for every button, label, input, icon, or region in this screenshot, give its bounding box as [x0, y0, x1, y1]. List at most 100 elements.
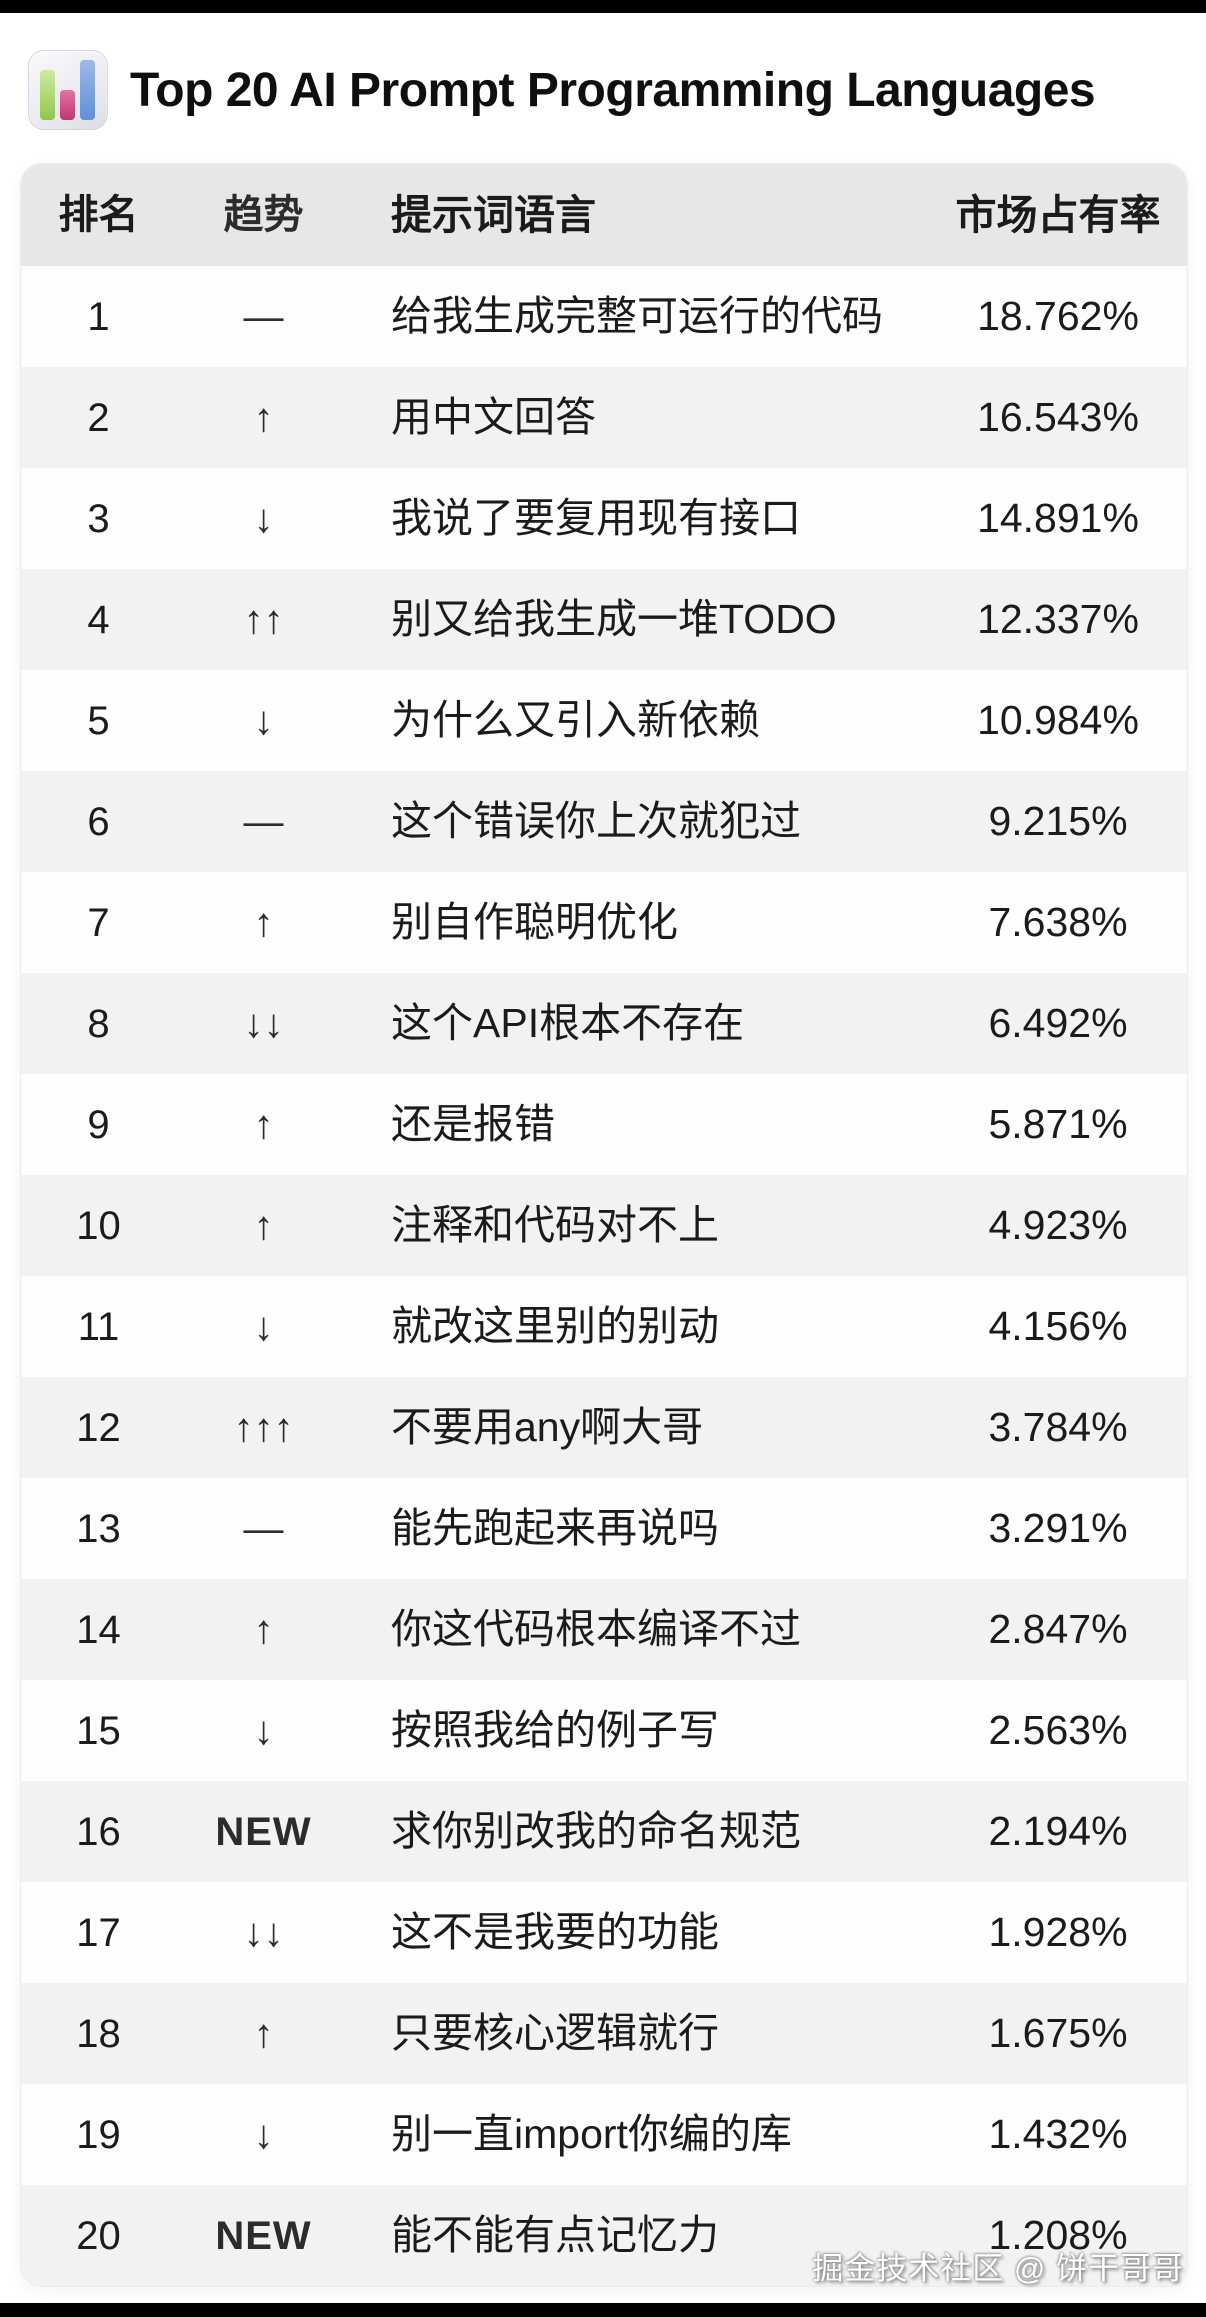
language-cell: 只要核心逻辑就行 — [391, 2010, 719, 2056]
share-cell: 4.156% — [988, 1303, 1128, 1349]
bottom-black-bar — [0, 2303, 1206, 2317]
rank-cell: 1 — [87, 294, 110, 339]
share-cell: 6.492% — [988, 1000, 1128, 1046]
rank-cell: 17 — [76, 1910, 121, 1955]
icon-bar-green — [40, 70, 55, 120]
share-cell: 2.847% — [988, 1606, 1128, 1652]
rank-cell: 7 — [87, 900, 110, 945]
bar-chart-icon — [28, 50, 108, 130]
table-row: 2 ↑ 用中文回答 16.543% — [21, 367, 1187, 468]
language-cell: 就改这里别的别动 — [391, 1303, 719, 1349]
share-cell: 1.928% — [988, 1909, 1128, 1955]
table-row: 11 ↓ 就改这里别的别动 4.156% — [21, 1276, 1187, 1377]
trend-cell: ↓ — [253, 2112, 274, 2157]
rank-cell: 10 — [76, 1203, 121, 1248]
trend-cell: ↓ — [253, 698, 274, 743]
table-row: 14 ↑ 你这代码根本编译不过 2.847% — [21, 1579, 1187, 1680]
trend-cell: NEW — [215, 2213, 312, 2258]
trend-cell: ↓ — [253, 496, 274, 541]
language-cell: 还是报错 — [391, 1101, 555, 1147]
language-cell: 用中文回答 — [391, 394, 596, 440]
trend-cell: — — [243, 294, 284, 339]
language-cell: 这个错误你上次就犯过 — [391, 798, 801, 844]
trend-cell: ↑↑↑ — [233, 1405, 294, 1450]
table-row: 8 ↓↓ 这个API根本不存在 6.492% — [21, 973, 1187, 1074]
table-row: 5 ↓ 为什么又引入新依赖 10.984% — [21, 670, 1187, 771]
share-cell: 1.208% — [988, 2212, 1128, 2258]
rank-cell: 16 — [76, 1809, 121, 1854]
trend-cell: ↓ — [253, 1304, 274, 1349]
table-row: 16 NEW 求你别改我的命名规范 2.194% — [21, 1781, 1187, 1882]
table-row: 18 ↑ 只要核心逻辑就行 1.675% — [21, 1983, 1187, 2084]
rank-cell: 5 — [87, 698, 110, 743]
top-black-bar — [0, 0, 1206, 13]
rank-cell: 18 — [76, 2011, 121, 2056]
icon-bar-blue — [80, 60, 95, 120]
share-cell: 3.291% — [988, 1505, 1128, 1551]
language-cell: 能不能有点记忆力 — [391, 2212, 719, 2258]
trend-cell: ↑ — [253, 2011, 274, 2056]
trend-cell: ↑ — [253, 900, 274, 945]
share-cell: 9.215% — [988, 798, 1128, 844]
share-cell: 3.784% — [988, 1404, 1128, 1450]
share-cell: 18.762% — [977, 293, 1139, 339]
rank-cell: 9 — [87, 1102, 110, 1147]
language-cell: 为什么又引入新依赖 — [391, 697, 760, 743]
share-cell: 2.194% — [988, 1808, 1128, 1854]
icon-bar-red — [60, 90, 75, 120]
rank-cell: 4 — [87, 597, 110, 642]
column-header-share: 市场占有率 — [955, 191, 1161, 238]
watermark: 掘金技术社区 @ 饼干哥哥 — [812, 2251, 1184, 2286]
trend-cell: NEW — [215, 1809, 312, 1854]
table-row: 3 ↓ 我说了要复用现有接口 14.891% — [21, 468, 1187, 569]
column-header-rank: 排名 — [58, 193, 139, 237]
rank-cell: 3 — [87, 496, 110, 541]
trend-cell: — — [243, 1506, 284, 1551]
table-row: 10 ↑ 注释和代码对不上 4.923% — [21, 1175, 1187, 1276]
language-cell: 我说了要复用现有接口 — [391, 495, 801, 541]
table-row: 4 ↑↑ 别又给我生成一堆TODO 12.337% — [21, 569, 1187, 670]
share-cell: 16.543% — [977, 394, 1139, 440]
trend-cell: ↓↓ — [243, 1001, 284, 1046]
table-row: 15 ↓ 按照我给的例子写 2.563% — [21, 1680, 1187, 1781]
language-cell: 你这代码根本编译不过 — [391, 1606, 801, 1652]
rank-cell: 14 — [76, 1607, 121, 1652]
language-cell: 别又给我生成一堆TODO — [391, 596, 837, 642]
column-header-language: 提示词语言 — [391, 191, 596, 238]
language-cell: 按照我给的例子写 — [391, 1707, 719, 1753]
share-cell: 7.638% — [988, 899, 1128, 945]
rank-cell: 8 — [87, 1001, 110, 1046]
rank-cell: 19 — [76, 2112, 121, 2157]
language-cell: 这不是我要的功能 — [391, 1909, 719, 1955]
language-cell: 这个API根本不存在 — [391, 1000, 745, 1046]
trend-cell: ↓ — [253, 1708, 274, 1753]
table-body: 1 — 给我生成完整可运行的代码 18.762% 2 ↑ 用中文回答 16.54… — [21, 266, 1187, 2286]
rank-cell: 15 — [76, 1708, 121, 1753]
rank-cell: 11 — [77, 1304, 120, 1349]
column-header-trend: 趋势 — [223, 193, 304, 237]
table-row: 20 NEW 能不能有点记忆力 1.208% — [21, 2185, 1187, 2286]
table-row: 12 ↑↑↑ 不要用any啊大哥 3.784% — [21, 1377, 1187, 1478]
table-row: 17 ↓↓ 这不是我要的功能 1.928% — [21, 1882, 1187, 1983]
ranking-table: 排名 趋势 提示词语言 市场占有率 1 — 给我生成完整可运行的代码 18.76… — [20, 163, 1188, 2287]
language-cell: 不要用any啊大哥 — [391, 1404, 704, 1450]
share-cell: 1.675% — [988, 2010, 1128, 2056]
table-row: 1 — 给我生成完整可运行的代码 18.762% — [21, 266, 1187, 367]
language-cell: 给我生成完整可运行的代码 — [391, 293, 883, 339]
share-cell: 14.891% — [977, 495, 1139, 541]
trend-cell: ↑ — [253, 1203, 274, 1248]
share-cell: 2.563% — [988, 1707, 1128, 1753]
language-cell: 求你别改我的命名规范 — [391, 1808, 801, 1854]
table-row: 19 ↓ 别一直import你编的库 1.432% — [21, 2084, 1187, 2185]
share-cell: 1.432% — [988, 2111, 1128, 2157]
language-cell: 别一直import你编的库 — [391, 2111, 792, 2157]
table-header-row: 排名 趋势 提示词语言 市场占有率 — [21, 164, 1187, 266]
trend-cell: ↑ — [253, 1607, 274, 1652]
share-cell: 4.923% — [988, 1202, 1128, 1248]
trend-cell: ↓↓ — [243, 1910, 284, 1955]
share-cell: 12.337% — [977, 596, 1139, 642]
language-cell: 注释和代码对不上 — [391, 1202, 719, 1248]
table-row: 13 — 能先跑起来再说吗 3.291% — [21, 1478, 1187, 1579]
rank-cell: 6 — [87, 799, 110, 844]
share-cell: 5.871% — [988, 1101, 1128, 1147]
